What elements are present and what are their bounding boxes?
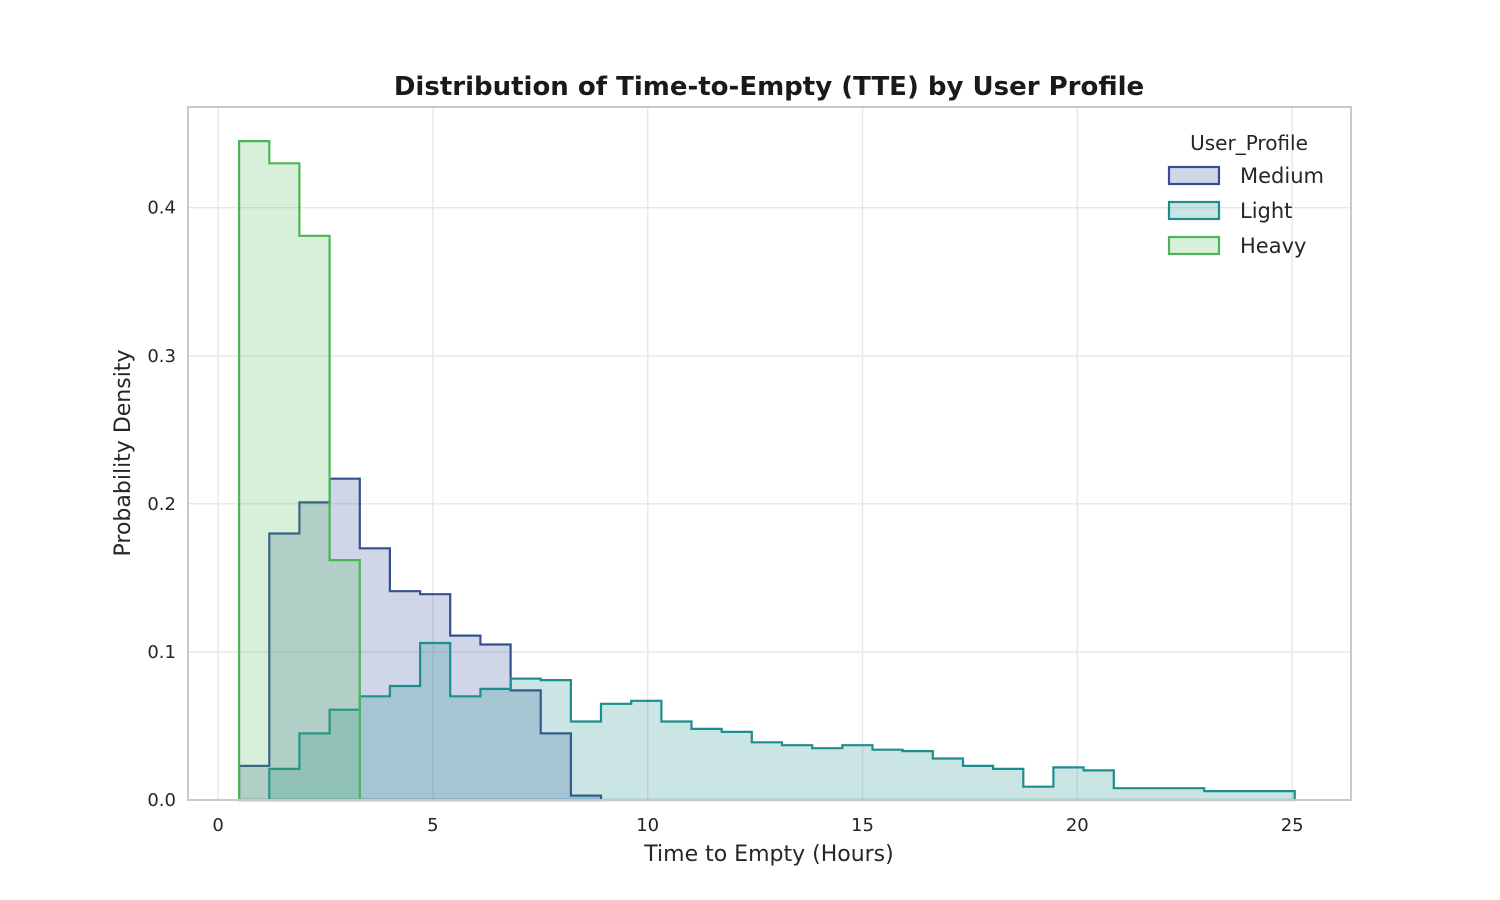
x-tick-label: 25 <box>1281 815 1304 836</box>
legend-item-light: Light <box>1167 199 1292 223</box>
chart-title: Distribution of Time-to-Empty (TTE) by U… <box>394 72 1144 102</box>
series-layer <box>238 140 1296 802</box>
histogram-light <box>268 641 1296 802</box>
legend-swatch-light <box>1167 200 1221 221</box>
histogram-heavy <box>238 140 361 802</box>
spine-layer <box>187 106 1352 801</box>
y-tick-label: 0.3 <box>147 346 176 367</box>
y-tick-label: 0.0 <box>147 790 176 811</box>
x-tick-label: 0 <box>212 815 223 836</box>
tick-layer: 0 5 10 15 20 25 0.0 0.1 0.2 0.3 0.4 <box>147 198 1303 836</box>
legend-label-heavy: Heavy <box>1240 234 1306 258</box>
x-tick-label: 15 <box>851 815 874 836</box>
legend-label-medium: Medium <box>1240 164 1324 188</box>
y-axis-label: Probability Density <box>111 350 136 557</box>
legend-swatch-medium <box>1167 165 1221 186</box>
y-tick-label: 0.2 <box>147 494 176 515</box>
legend: User_Profile Medium Light Heavy <box>1167 131 1324 258</box>
x-axis-label: Time to Empty (Hours) <box>643 842 893 867</box>
x-tick-label: 20 <box>1066 815 1089 836</box>
legend-swatch-heavy <box>1167 235 1221 256</box>
y-tick-label: 0.4 <box>147 198 176 219</box>
legend-label-light: Light <box>1240 199 1292 223</box>
legend-item-heavy: Heavy <box>1167 234 1306 258</box>
legend-title: User_Profile <box>1190 131 1308 155</box>
x-tick-label: 10 <box>636 815 659 836</box>
plot-area-frame <box>187 106 1352 801</box>
legend-item-medium: Medium <box>1167 164 1324 188</box>
x-tick-label: 5 <box>427 815 438 836</box>
y-tick-label: 0.1 <box>147 642 176 663</box>
